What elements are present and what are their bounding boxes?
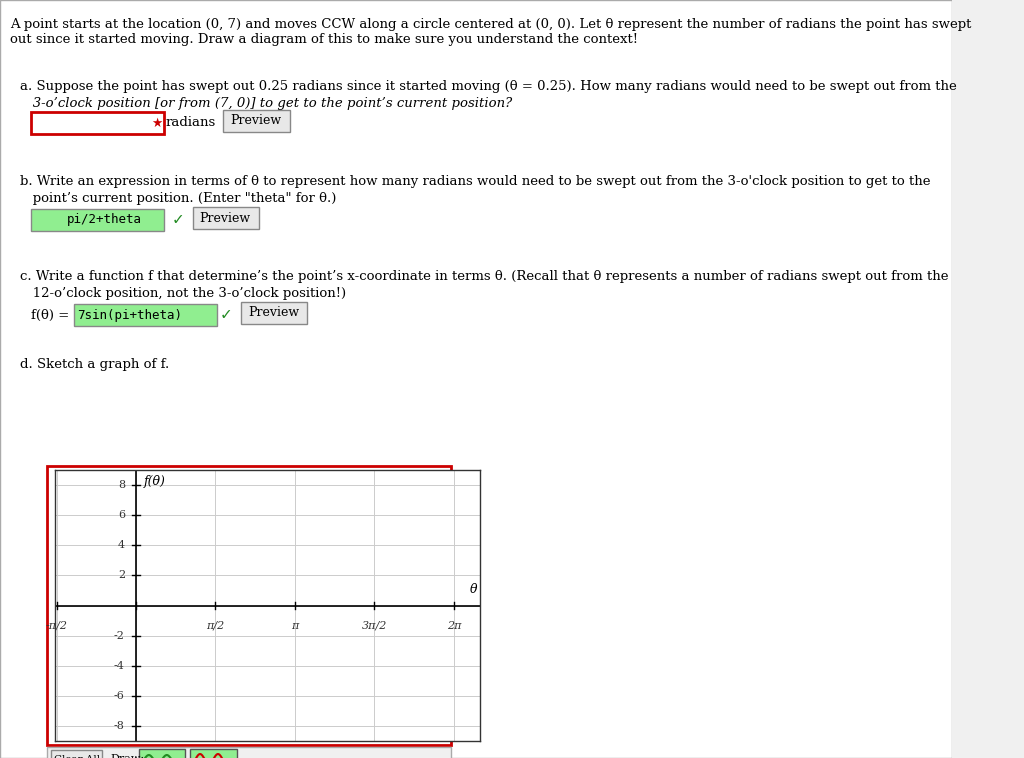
Text: Clear All: Clear All <box>53 754 100 758</box>
Text: 3π/2: 3π/2 <box>361 621 387 631</box>
Bar <box>31 112 164 134</box>
Text: 7sin(pi+theta): 7sin(pi+theta) <box>77 309 182 321</box>
Bar <box>47 466 451 745</box>
Bar <box>31 209 164 231</box>
Bar <box>190 749 237 758</box>
Text: -π/2: -π/2 <box>45 621 68 631</box>
Text: radians: radians <box>166 117 216 130</box>
Text: f(θ): f(θ) <box>143 475 166 487</box>
Text: 2π: 2π <box>446 621 461 631</box>
Text: Preview: Preview <box>248 306 299 320</box>
Bar <box>193 207 259 229</box>
Text: a. Suppose the point has swept out 0.25 radians since it started moving (θ = 0.2: a. Suppose the point has swept out 0.25 … <box>20 80 957 93</box>
Text: pi/2+theta: pi/2+theta <box>67 214 141 227</box>
Text: Preview: Preview <box>230 114 282 127</box>
Text: θ: θ <box>470 584 477 597</box>
Text: π: π <box>291 621 299 631</box>
Text: d. Sketch a graph of f.: d. Sketch a graph of f. <box>20 358 170 371</box>
Text: ★: ★ <box>152 117 163 130</box>
Bar <box>223 110 290 132</box>
Bar <box>51 750 102 758</box>
Text: 12-o’clock position, not the 3-o’clock position!): 12-o’clock position, not the 3-o’clock p… <box>20 287 346 300</box>
Text: b. Write an expression in terms of θ to represent how many radians would need to: b. Write an expression in terms of θ to … <box>20 175 931 188</box>
Text: A point starts at the location (0, 7) and moves CCW along a circle centered at (: A point starts at the location (0, 7) an… <box>10 18 972 46</box>
Text: -6: -6 <box>114 691 125 701</box>
Text: ✓: ✓ <box>220 308 232 322</box>
Bar <box>74 304 217 326</box>
Text: ✓: ✓ <box>172 212 184 227</box>
Bar <box>241 302 307 324</box>
Text: 2: 2 <box>118 570 125 581</box>
Text: -4: -4 <box>114 661 125 671</box>
Text: 8: 8 <box>118 480 125 490</box>
Text: Preview: Preview <box>200 211 251 224</box>
Text: point’s current position. (Enter "theta" for θ.): point’s current position. (Enter "theta"… <box>20 192 337 205</box>
Text: 6: 6 <box>118 510 125 520</box>
Text: -8: -8 <box>114 721 125 731</box>
Text: π/2: π/2 <box>207 621 224 631</box>
Bar <box>47 747 451 758</box>
Text: f(θ) =: f(θ) = <box>31 309 69 321</box>
Text: 3-o’clock position [or from (7, 0)] to get to the point’s current position?: 3-o’clock position [or from (7, 0)] to g… <box>20 97 513 110</box>
Text: 4: 4 <box>118 540 125 550</box>
Text: c. Write a function f that determine’s the point’s x-coordinate in terms θ. (Rec: c. Write a function f that determine’s t… <box>20 270 949 283</box>
Text: Draw:: Draw: <box>111 754 144 758</box>
Text: -2: -2 <box>114 631 125 641</box>
Bar <box>139 749 185 758</box>
